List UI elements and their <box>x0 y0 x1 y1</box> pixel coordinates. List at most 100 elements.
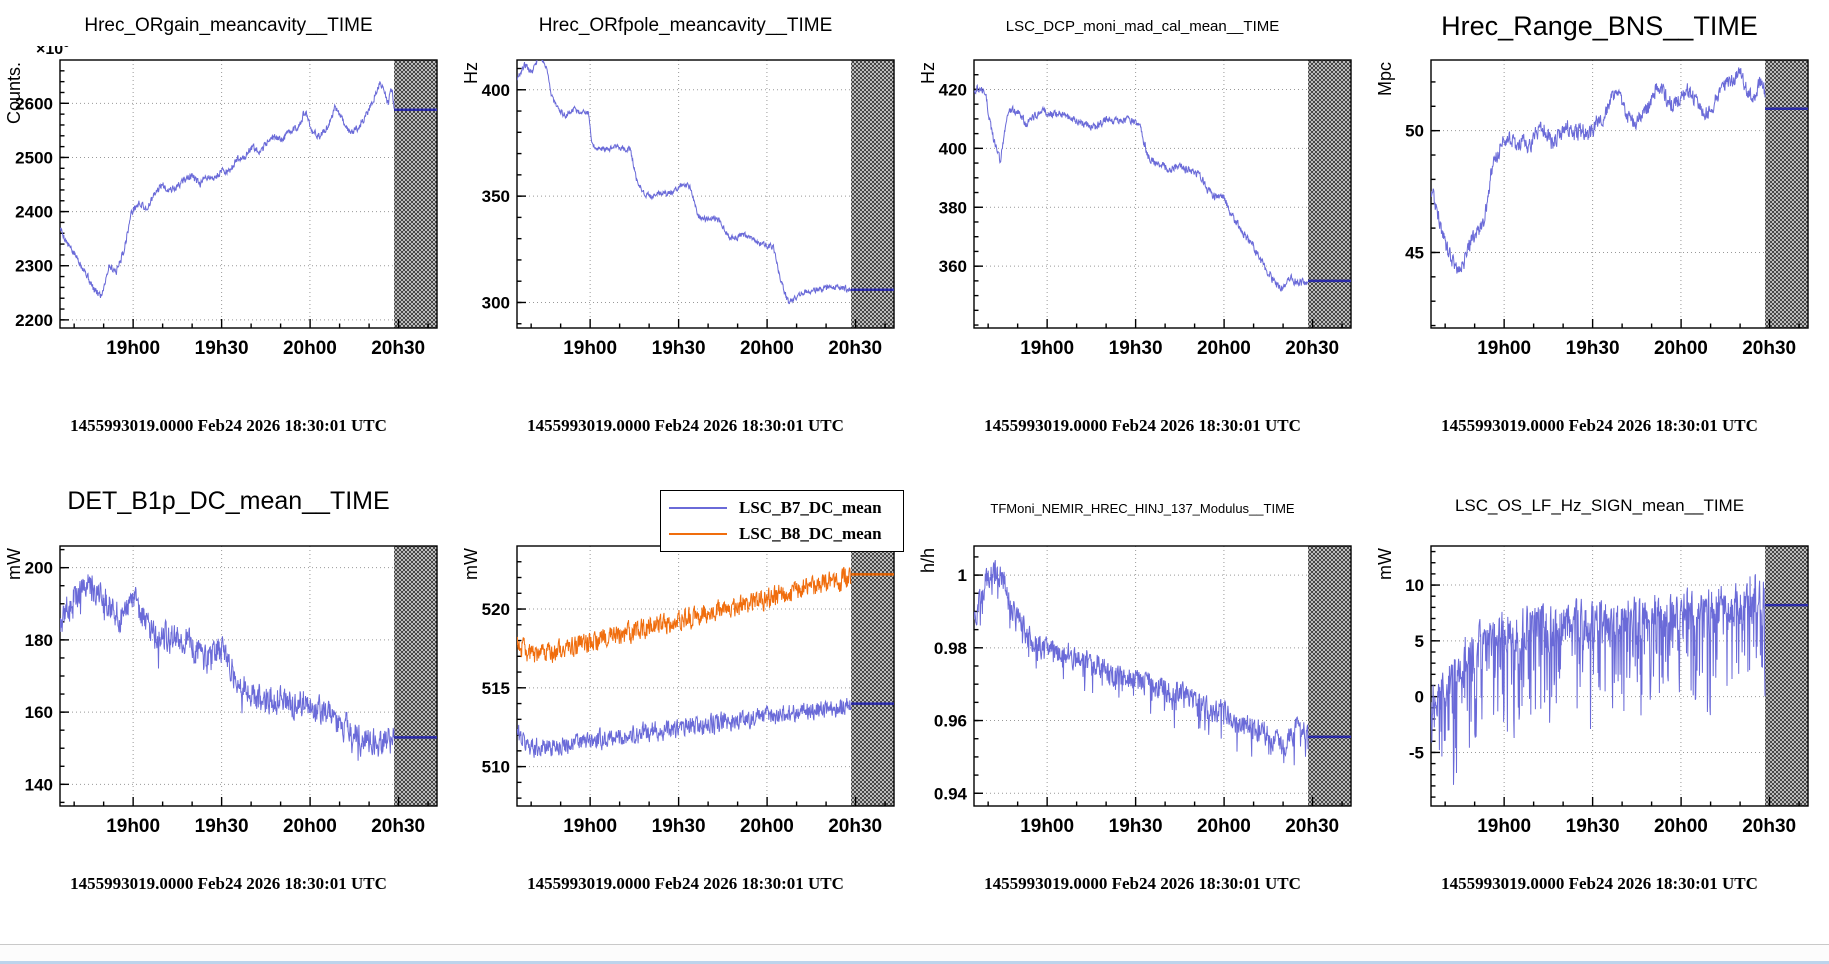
x-tick-label: 20h00 <box>283 816 337 837</box>
time-series-plot: 19h00 19h30 20h00 20h30 0.94 0.96 0.98 1 h/h <box>918 545 1352 837</box>
x-tick-label: 19h30 <box>1109 816 1163 837</box>
x-tick-label: 19h30 <box>652 338 706 359</box>
x-tick-label: 20h00 <box>740 816 794 837</box>
x-tick-label: 20h30 <box>828 338 882 359</box>
y-axis-unit-label: mW <box>1375 548 1395 580</box>
legend-line-sample-b8 <box>669 532 727 535</box>
y-tick-label: 50 <box>1405 122 1424 141</box>
y-axis-unit-label: Hz <box>918 62 938 84</box>
series-line-Hrec_ORgain_meancavity <box>60 81 395 298</box>
y-tick-label: 0 <box>1415 688 1424 707</box>
y-tick-label: 380 <box>939 198 967 217</box>
plot-title: Hrec_ORgain_meancavity__TIME <box>84 15 373 36</box>
x-tick-label: 19h00 <box>563 816 617 837</box>
x-tick-label: 20h30 <box>1285 816 1339 837</box>
future-data-band <box>851 546 894 806</box>
chart-panel-lsc-os-lf: LSC_OS_LF_Hz_SIGN_mean__TIME 19h00 19h30 2… <box>1371 466 1828 938</box>
future-data-band <box>394 546 437 806</box>
y-axis-unit-label: Mpc <box>1375 62 1395 96</box>
y-tick-label: 45 <box>1405 243 1424 262</box>
x-tick-label: 20h00 <box>1197 338 1251 359</box>
gps-timestamp: 1455993019.0000 Feb24 2026 18:30:01 UTC <box>1441 874 1758 893</box>
future-data-band <box>1308 546 1351 806</box>
plot-title: DET_B1p_DC_mean__TIME <box>67 487 390 515</box>
gps-timestamp: 1455993019.0000 Feb24 2026 18:30:01 UTC <box>1441 416 1758 435</box>
x-tick-label: 19h00 <box>1477 816 1531 837</box>
y-tick-label: 400 <box>939 139 967 158</box>
gps-timestamp: 1455993019.0000 Feb24 2026 18:30:01 UTC <box>527 874 844 893</box>
legend-item: LSC_B8_DC_mean <box>669 524 895 544</box>
chart-panel-tfmoni-nemir: TFMoni_NEMIR_HREC_HINJ_137_Modulus__TIME… <box>914 466 1371 938</box>
chart-panel-det-b1p: DET_B1p_DC_mean__TIME 19h00 19h30 20h00 20h… <box>0 466 457 938</box>
y-tick-label: 160 <box>25 703 53 722</box>
time-series-plot: 19h00 19h30 20h00 20h30 510 515 520 mW <box>461 545 895 837</box>
time-series-plot: 19h00 19h30 20h00 20h30 2200 2300 2400 2500 2600… <box>4 46 438 359</box>
y-tick-label: 350 <box>482 187 510 206</box>
x-tick-label: 20h00 <box>1654 816 1708 837</box>
gps-timestamp: 1455993019.0000 Feb24 2026 18:30:01 UTC <box>70 874 387 893</box>
y-tick-label: 420 <box>939 80 967 99</box>
plot-title: LSC_OS_LF_Hz_SIGN_mean__TIME <box>1454 496 1745 515</box>
plot-frame <box>1430 545 1809 807</box>
x-tick-label: 19h00 <box>563 338 617 359</box>
plot-row-bottom: DET_B1p_DC_mean__TIME 19h00 19h30 20h00 20h… <box>0 466 1829 938</box>
x-tick-label: 20h30 <box>371 338 425 359</box>
x-tick-label: 20h00 <box>283 338 337 359</box>
y-tick-label: 180 <box>25 631 53 650</box>
series-line-DET_B1p_DC_mean <box>60 574 395 761</box>
y-tick-label: 10 <box>1405 576 1424 595</box>
gps-timestamp: 1455993019.0000 Feb24 2026 18:30:01 UTC <box>70 416 387 435</box>
y-tick-label: 520 <box>482 600 510 619</box>
y-tick-label: 1 <box>958 566 967 585</box>
x-tick-label: 19h30 <box>1109 338 1163 359</box>
legend-label: LSC_B7_DC_mean <box>739 498 882 518</box>
x-tick-label: 19h30 <box>195 816 249 837</box>
y-tick-label: 515 <box>482 679 510 698</box>
series-line-LSC_DCP_moni_mad_cal_mean <box>974 83 1309 293</box>
y-tick-label: 510 <box>482 758 510 777</box>
chart-panel-hrec-orfpole: Hrec_ORfpole_meancavity__TIME 19h00 19h30… <box>457 6 914 466</box>
future-data-band <box>1308 60 1351 328</box>
gps-timestamp: 1455993019.0000 Feb24 2026 18:30:01 UTC <box>984 874 1301 893</box>
x-tick-label: 20h00 <box>1197 816 1251 837</box>
y-tick-label: 360 <box>939 257 967 276</box>
y-tick-label: 2600 <box>15 94 53 113</box>
legend-line-sample-b7 <box>669 507 727 510</box>
x-tick-label: 20h30 <box>1742 816 1796 837</box>
y-axis-unit-label: h/h <box>918 548 938 573</box>
plot-frame <box>973 545 1352 807</box>
x-tick-label: 20h30 <box>828 816 882 837</box>
plot-title: TFMoni_NEMIR_HREC_HINJ_137_Modulus__TIME <box>990 501 1295 516</box>
x-tick-label: 19h30 <box>1566 816 1620 837</box>
y-tick-label: 0.94 <box>934 784 968 803</box>
gps-timestamp: 1455993019.0000 Feb24 2026 18:30:01 UTC <box>984 416 1301 435</box>
x-tick-label: 20h30 <box>1285 338 1339 359</box>
legend-box: LSC_B7_DC_mean LSC_B8_DC_mean <box>660 490 904 552</box>
y-tick-label: 300 <box>482 293 510 312</box>
y-tick-label: -5 <box>1409 743 1424 762</box>
x-tick-label: 19h00 <box>106 816 160 837</box>
plot-frame <box>59 59 438 329</box>
future-data-band <box>851 60 894 328</box>
x-tick-label: 19h30 <box>1566 338 1620 359</box>
y-tick-label: 2200 <box>15 311 53 330</box>
future-data-band <box>1765 60 1808 328</box>
y-axis-unit-label: mW <box>4 548 24 580</box>
series-line-LSC_B8_DC_mean <box>517 566 852 663</box>
series-line-LSC_OS_LF_Hz_SIGN_mean <box>1431 574 1766 785</box>
y-axis-unit-label: mW <box>461 548 481 580</box>
x-tick-label: 20h30 <box>371 816 425 837</box>
y-tick-label: 200 <box>25 559 53 578</box>
y-tick-label: 400 <box>482 81 510 100</box>
legend-item: LSC_B7_DC_mean <box>669 498 895 518</box>
legend-label: LSC_B8_DC_mean <box>739 523 882 543</box>
y-tick-label: 5 <box>1415 632 1424 651</box>
time-series-plot: 19h00 19h30 20h00 20h30 45 50 Mpc <box>1375 59 1809 359</box>
bottom-scroll-strip <box>0 944 1829 964</box>
future-data-band <box>1765 546 1808 806</box>
chart-panel-lsc-dcp: LSC_DCP_moni_mad_cal_mean__TIME 19h00 19h… <box>914 6 1371 466</box>
x-tick-label: 19h00 <box>106 338 160 359</box>
